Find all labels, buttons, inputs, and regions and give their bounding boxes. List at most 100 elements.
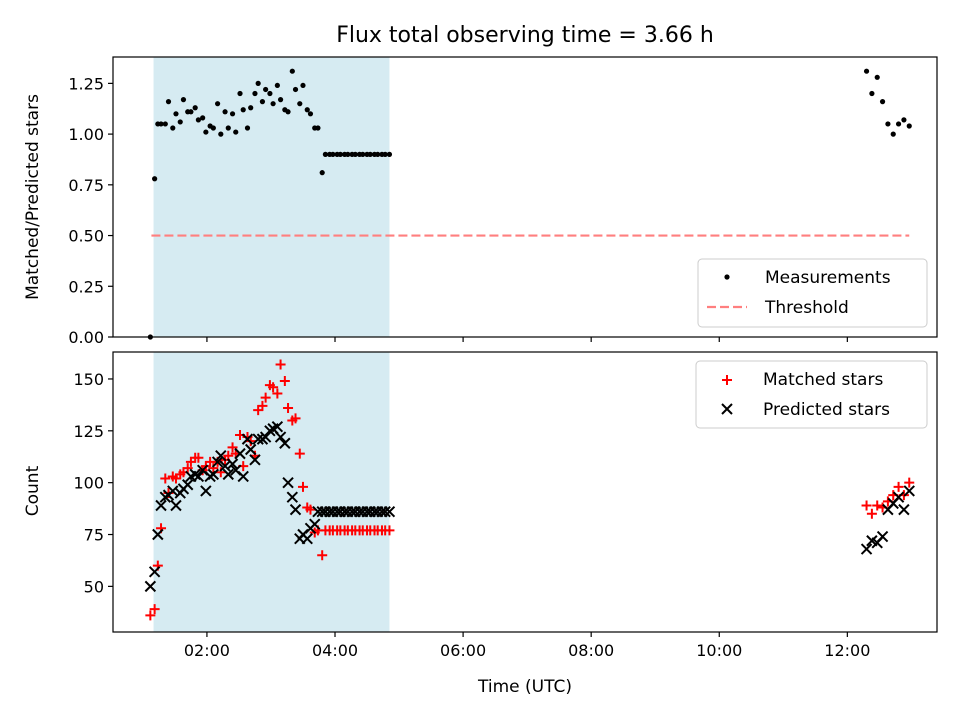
measurement-point bbox=[277, 97, 284, 103]
measurement-point bbox=[360, 151, 366, 157]
predicted-point bbox=[892, 491, 905, 503]
measurement-point bbox=[259, 99, 266, 105]
matched-point bbox=[290, 413, 301, 424]
predicted-point bbox=[241, 433, 254, 445]
matched-point bbox=[317, 550, 328, 561]
measurement-point bbox=[270, 101, 276, 107]
matched-point bbox=[182, 463, 193, 474]
predicted-point bbox=[200, 485, 212, 497]
x-axis-label: Time (UTC) bbox=[477, 677, 572, 697]
predicted-point bbox=[279, 437, 291, 449]
bottom-series-1 bbox=[144, 420, 915, 593]
predicted-point bbox=[271, 420, 284, 433]
matched-point bbox=[872, 500, 883, 511]
matched-point bbox=[145, 610, 156, 621]
measurement-point bbox=[890, 131, 896, 137]
measurement-point bbox=[307, 111, 314, 117]
predicted-point bbox=[192, 470, 205, 483]
bottom-x-tick-label: 06:00 bbox=[440, 641, 486, 660]
bottom-x-tick-label: 08:00 bbox=[568, 641, 614, 660]
top-y-tick-label: 0.25 bbox=[68, 277, 104, 296]
measurement-point bbox=[218, 131, 224, 137]
legend-label-threshold: Threshold bbox=[764, 298, 849, 318]
predicted-point bbox=[182, 479, 194, 491]
matched-point bbox=[149, 604, 160, 615]
bottom-x-tick-label: 10:00 bbox=[696, 641, 742, 660]
top-y-tick-label: 0.75 bbox=[68, 176, 104, 195]
measurement-point bbox=[274, 82, 280, 89]
measurement-point bbox=[906, 123, 912, 129]
legend-measurement-marker bbox=[724, 274, 730, 280]
measurement-point bbox=[869, 90, 875, 97]
measurement-point bbox=[162, 121, 168, 127]
measurement-point bbox=[292, 86, 299, 93]
measurement-point bbox=[263, 86, 269, 93]
measurement-point bbox=[382, 151, 388, 157]
matched-point bbox=[193, 452, 204, 463]
predicted-point bbox=[244, 443, 257, 456]
predicted-point bbox=[379, 505, 391, 518]
measurement-point bbox=[879, 99, 886, 105]
measurement-point bbox=[177, 119, 183, 125]
bottom-y-tick-label: 100 bbox=[73, 474, 104, 493]
top-y-axis-label: Matched/Predicted stars bbox=[23, 94, 43, 300]
measurement-point bbox=[330, 151, 336, 157]
predicted-point bbox=[289, 503, 302, 516]
bottom-x-tick-label: 02:00 bbox=[184, 641, 230, 660]
predicted-point bbox=[383, 505, 396, 518]
measurement-point bbox=[863, 68, 870, 74]
legend-predicted-marker bbox=[721, 403, 733, 415]
top-y-tick-label: 0.50 bbox=[68, 227, 104, 246]
legend-box bbox=[697, 258, 928, 328]
measurement-point bbox=[222, 109, 228, 115]
measurement-point bbox=[289, 68, 295, 74]
measurement-point bbox=[901, 117, 907, 123]
matched-point bbox=[279, 376, 290, 387]
predicted-point bbox=[274, 431, 287, 443]
matched-point bbox=[384, 525, 395, 536]
predicted-point bbox=[144, 580, 157, 593]
measurement-point bbox=[352, 151, 358, 157]
measurement-point bbox=[386, 151, 393, 157]
measurement-point bbox=[170, 125, 176, 131]
measurement-point bbox=[165, 99, 172, 105]
measurement-point bbox=[195, 117, 201, 123]
predicted-point bbox=[207, 468, 220, 481]
measurement-point bbox=[233, 129, 239, 135]
matched-point bbox=[294, 448, 305, 459]
measurement-point bbox=[297, 101, 303, 107]
bottom-legend: Matched stars Predicted stars bbox=[695, 360, 928, 429]
measurement-point bbox=[225, 125, 231, 131]
bottom-y-tick-label: 75 bbox=[84, 526, 104, 545]
measurement-point bbox=[188, 109, 194, 115]
measurement-point bbox=[158, 121, 164, 127]
measurement-point bbox=[152, 176, 158, 182]
predicted-point bbox=[286, 491, 299, 503]
legend-label-matched: Matched stars bbox=[763, 370, 883, 390]
matched-point bbox=[866, 508, 877, 519]
matched-point bbox=[227, 442, 238, 453]
measurement-point bbox=[337, 151, 343, 157]
bottom-shaded-span bbox=[153, 352, 390, 632]
measurement-point bbox=[203, 129, 209, 135]
predicted-point bbox=[226, 458, 239, 470]
figure-title: Flux total observing time = 3.66 h bbox=[336, 23, 714, 48]
measurement-point bbox=[192, 105, 198, 111]
predicted-point bbox=[903, 485, 915, 497]
predicted-point bbox=[309, 518, 321, 530]
top-axes: 0.00 0.25 0.50 0.75 1.00 1.25 Measurements Thre… bbox=[68, 56, 938, 347]
measurement-point bbox=[304, 107, 310, 113]
matched-point bbox=[305, 504, 316, 515]
matched-point bbox=[861, 500, 872, 511]
predicted-point bbox=[237, 470, 249, 483]
bottom-y-tick-label: 125 bbox=[73, 422, 104, 441]
matched-point bbox=[268, 382, 279, 393]
predicted-point bbox=[860, 543, 873, 555]
measurement-point bbox=[300, 82, 306, 89]
predicted-point bbox=[249, 454, 261, 466]
top-y-tick-label: 0.00 bbox=[68, 328, 104, 347]
measurement-point bbox=[210, 125, 216, 131]
measurement-point bbox=[315, 125, 321, 131]
matched-point bbox=[272, 388, 283, 399]
